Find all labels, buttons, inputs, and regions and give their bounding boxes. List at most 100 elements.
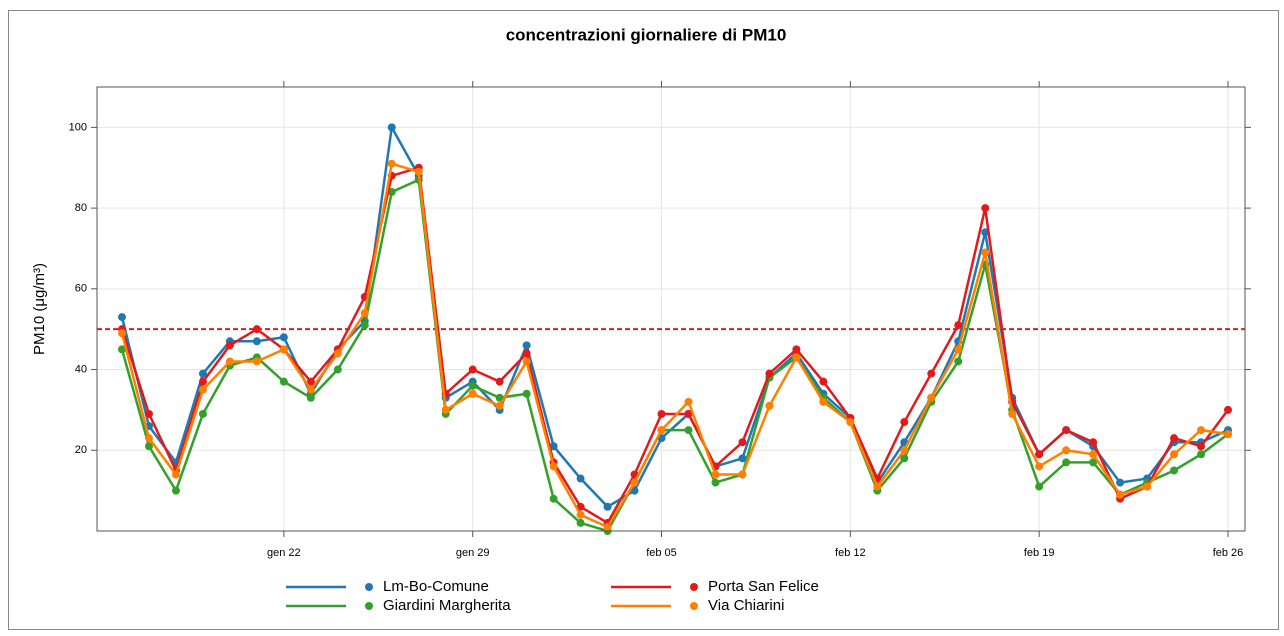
point [684, 426, 693, 435]
point [333, 365, 342, 374]
point [360, 309, 369, 318]
point [1062, 446, 1071, 455]
point [198, 369, 207, 378]
point [684, 397, 693, 406]
grid: 20 40 60 80 100 gen 22 gen 29 feb 05 feb 12 feb 1… [69, 81, 1251, 559]
point [468, 365, 477, 374]
x-tick-label: feb 26 [1213, 547, 1244, 559]
point [1143, 482, 1152, 491]
y-tick-label: 60 [75, 283, 87, 295]
legend-label: Lm-Bo-Comune [383, 578, 489, 595]
point [495, 393, 504, 402]
point [900, 454, 909, 463]
point [846, 418, 855, 427]
point [738, 438, 747, 447]
point [711, 470, 720, 479]
point [441, 405, 450, 414]
y-tick-label: 80 [75, 202, 87, 214]
point [1197, 426, 1206, 435]
frame [8, 10, 1279, 630]
point [144, 434, 153, 443]
point [1089, 438, 1098, 447]
chart-title: concentrazioni giornaliere di PM10 [506, 25, 787, 44]
legend-dot [690, 583, 698, 591]
point [252, 325, 261, 334]
point [576, 518, 585, 527]
point [414, 167, 423, 176]
point [252, 357, 261, 366]
point [738, 470, 747, 479]
point [333, 349, 342, 358]
plot-frame [96, 86, 1246, 532]
y-axis-label: PM10 (μg/m³) [31, 263, 48, 355]
point [1116, 478, 1125, 487]
point [495, 377, 504, 386]
point [657, 409, 666, 418]
point [279, 333, 288, 342]
point [711, 478, 720, 487]
point [954, 357, 963, 366]
point [1035, 450, 1044, 459]
point [981, 204, 990, 213]
point [1035, 482, 1044, 491]
point [927, 369, 936, 378]
point [549, 442, 558, 451]
legend: Lm-Bo-Comune Giardini Margherita Porta San… [286, 578, 819, 614]
legend-label: Porta San Felice [708, 578, 819, 595]
point [306, 385, 315, 394]
point [1116, 490, 1125, 499]
point [495, 401, 504, 410]
point [819, 377, 828, 386]
point [198, 385, 207, 394]
point [981, 248, 990, 257]
point [1062, 458, 1071, 467]
y-tick-label: 100 [69, 121, 87, 133]
series-line [120, 166, 1230, 525]
point [1089, 450, 1098, 459]
point [225, 341, 234, 350]
point [1089, 458, 1098, 467]
point [171, 470, 180, 479]
point [738, 454, 747, 463]
point [144, 442, 153, 451]
point [118, 345, 126, 354]
point [1197, 442, 1206, 451]
point [576, 474, 585, 483]
series-line [120, 177, 1229, 533]
point [657, 426, 666, 435]
point [279, 377, 288, 386]
point [1062, 426, 1071, 435]
point [765, 401, 774, 410]
point [1224, 405, 1232, 414]
point [927, 393, 936, 402]
point [765, 369, 774, 378]
point [954, 345, 963, 354]
point [252, 337, 261, 346]
point [279, 345, 288, 354]
point [225, 357, 234, 366]
point [360, 321, 369, 330]
point [684, 409, 693, 418]
point [549, 462, 558, 471]
point [522, 357, 531, 366]
point [306, 393, 315, 402]
point [1197, 450, 1206, 459]
point [522, 341, 531, 350]
x-tick-label: feb 19 [1024, 547, 1055, 559]
legend-dot [690, 602, 698, 610]
point [900, 446, 909, 455]
series-line [120, 162, 1229, 529]
point [1008, 409, 1017, 418]
point [522, 349, 531, 358]
y-tick-label: 20 [75, 444, 87, 456]
legend-dot [365, 602, 373, 610]
point [819, 397, 828, 406]
point [387, 159, 396, 168]
plot [97, 123, 1245, 535]
point [549, 494, 558, 503]
point [792, 353, 801, 362]
point [198, 377, 207, 386]
point [306, 377, 315, 386]
point [1224, 430, 1232, 439]
